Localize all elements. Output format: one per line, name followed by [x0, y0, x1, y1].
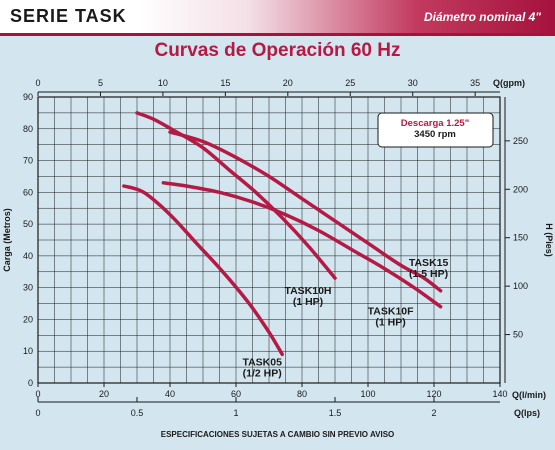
y-left-tick-label: 40 — [23, 251, 33, 261]
x-top-tick-label: 35 — [470, 78, 480, 88]
header-gradient — [0, 0, 555, 33]
series-label-task10h: TASK10H(1 HP) — [284, 285, 331, 308]
curve-task10h — [135, 111, 337, 280]
series-title: SERIE TASK — [10, 6, 127, 26]
x-bottom-tick-label: 100 — [360, 389, 375, 399]
x-bottom2-tick-label: 1 — [233, 408, 238, 418]
y-left-tick-label: 10 — [23, 346, 33, 356]
y-left-tick-label: 30 — [23, 283, 33, 293]
x-bottom2-tick-label: 1.5 — [329, 408, 342, 418]
series-label-line: TASK05 — [242, 356, 282, 368]
y-left-tick-label: 80 — [23, 124, 33, 134]
y-right-tick-label: 50 — [513, 330, 523, 340]
x-axis-label-lps: Q(lps) — [514, 408, 540, 418]
header-divider — [0, 33, 555, 36]
series-label-line: (1/2 HP) — [243, 367, 282, 379]
curve-task10f — [161, 181, 443, 309]
series-label-task05: TASK05(1/2 HP) — [242, 356, 282, 379]
nominal-diameter: Diámetro nominal 4" — [423, 10, 541, 24]
annotation-line: Descarga 1.25" — [401, 118, 469, 129]
x-bottom-tick-label: 80 — [297, 389, 307, 399]
series-label-task15: TASK15(1.5 HP) — [409, 257, 449, 280]
x-top-tick-label: 0 — [35, 78, 40, 88]
x-axis-label-gpm: Q(gpm) — [493, 78, 525, 88]
series-label-line: TASK15 — [409, 257, 449, 269]
y-right-tick-label: 200 — [513, 184, 528, 194]
x-axis-label-lmin: Q(l/min) — [512, 390, 546, 400]
x-bottom-tick-label: 0 — [35, 389, 40, 399]
series-label-line: (1.5 HP) — [409, 268, 448, 280]
x-top-tick-label: 20 — [283, 78, 293, 88]
x-bottom-tick-label: 120 — [426, 389, 441, 399]
annotation-line: 3450 rpm — [414, 129, 456, 140]
y-left-tick-label: 0 — [28, 378, 33, 388]
series-label-line: (1 HP) — [293, 296, 323, 308]
x-bottom2-tick-label: 0.5 — [131, 408, 144, 418]
x-bottom-tick-label: 40 — [165, 389, 175, 399]
x-bottom-tick-label: 140 — [492, 389, 507, 399]
curves: TASK05(1/2 HP)TASK10H(1 HP)TASK10F(1 HP)… — [122, 111, 449, 379]
annotation-box: Descarga 1.25"3450 rpm — [377, 112, 494, 148]
curve-task15 — [168, 130, 443, 293]
x-bottom-tick-label: 20 — [99, 389, 109, 399]
series-label-line: (1 HP) — [375, 317, 405, 329]
y-right-tick-label: 150 — [513, 233, 528, 243]
y-left-tick-label: 20 — [23, 314, 33, 324]
y-axis-label-metros: Carga (Metros) — [2, 208, 12, 272]
y-left-tick-label: 90 — [23, 92, 33, 102]
chart-title: Curvas de Operación 60 Hz — [154, 40, 401, 61]
y-right-tick-label: 100 — [513, 281, 528, 291]
x-bottom-tick-label: 60 — [231, 389, 241, 399]
curve-task05 — [122, 184, 284, 357]
y-left-tick-label: 70 — [23, 156, 33, 166]
y-left-tick-label: 50 — [23, 219, 33, 229]
x-top-tick-label: 15 — [220, 78, 230, 88]
header-bar: SERIE TASK Diámetro nominal 4" — [0, 0, 555, 33]
y-axis-label-pies: H (Pies) — [544, 223, 554, 257]
x-top-tick-label: 5 — [98, 78, 103, 88]
series-label-line: TASK10F — [368, 306, 414, 318]
series-label-line: TASK10H — [284, 285, 331, 297]
x-top-tick-label: 30 — [408, 78, 418, 88]
footer-note: ESPECIFICACIONES SUJETAS A CAMBIO SIN PR… — [160, 430, 395, 439]
x-top-tick-label: 25 — [345, 78, 355, 88]
x-top-tick-label: 10 — [158, 78, 168, 88]
y-right-tick-label: 250 — [513, 136, 528, 146]
series-label-task10f: TASK10F(1 HP) — [368, 306, 414, 329]
y-left-tick-label: 60 — [23, 187, 33, 197]
x-bottom2-tick-label: 0 — [35, 408, 40, 418]
x-bottom2-tick-label: 2 — [431, 408, 436, 418]
annotation-frame — [377, 112, 494, 148]
